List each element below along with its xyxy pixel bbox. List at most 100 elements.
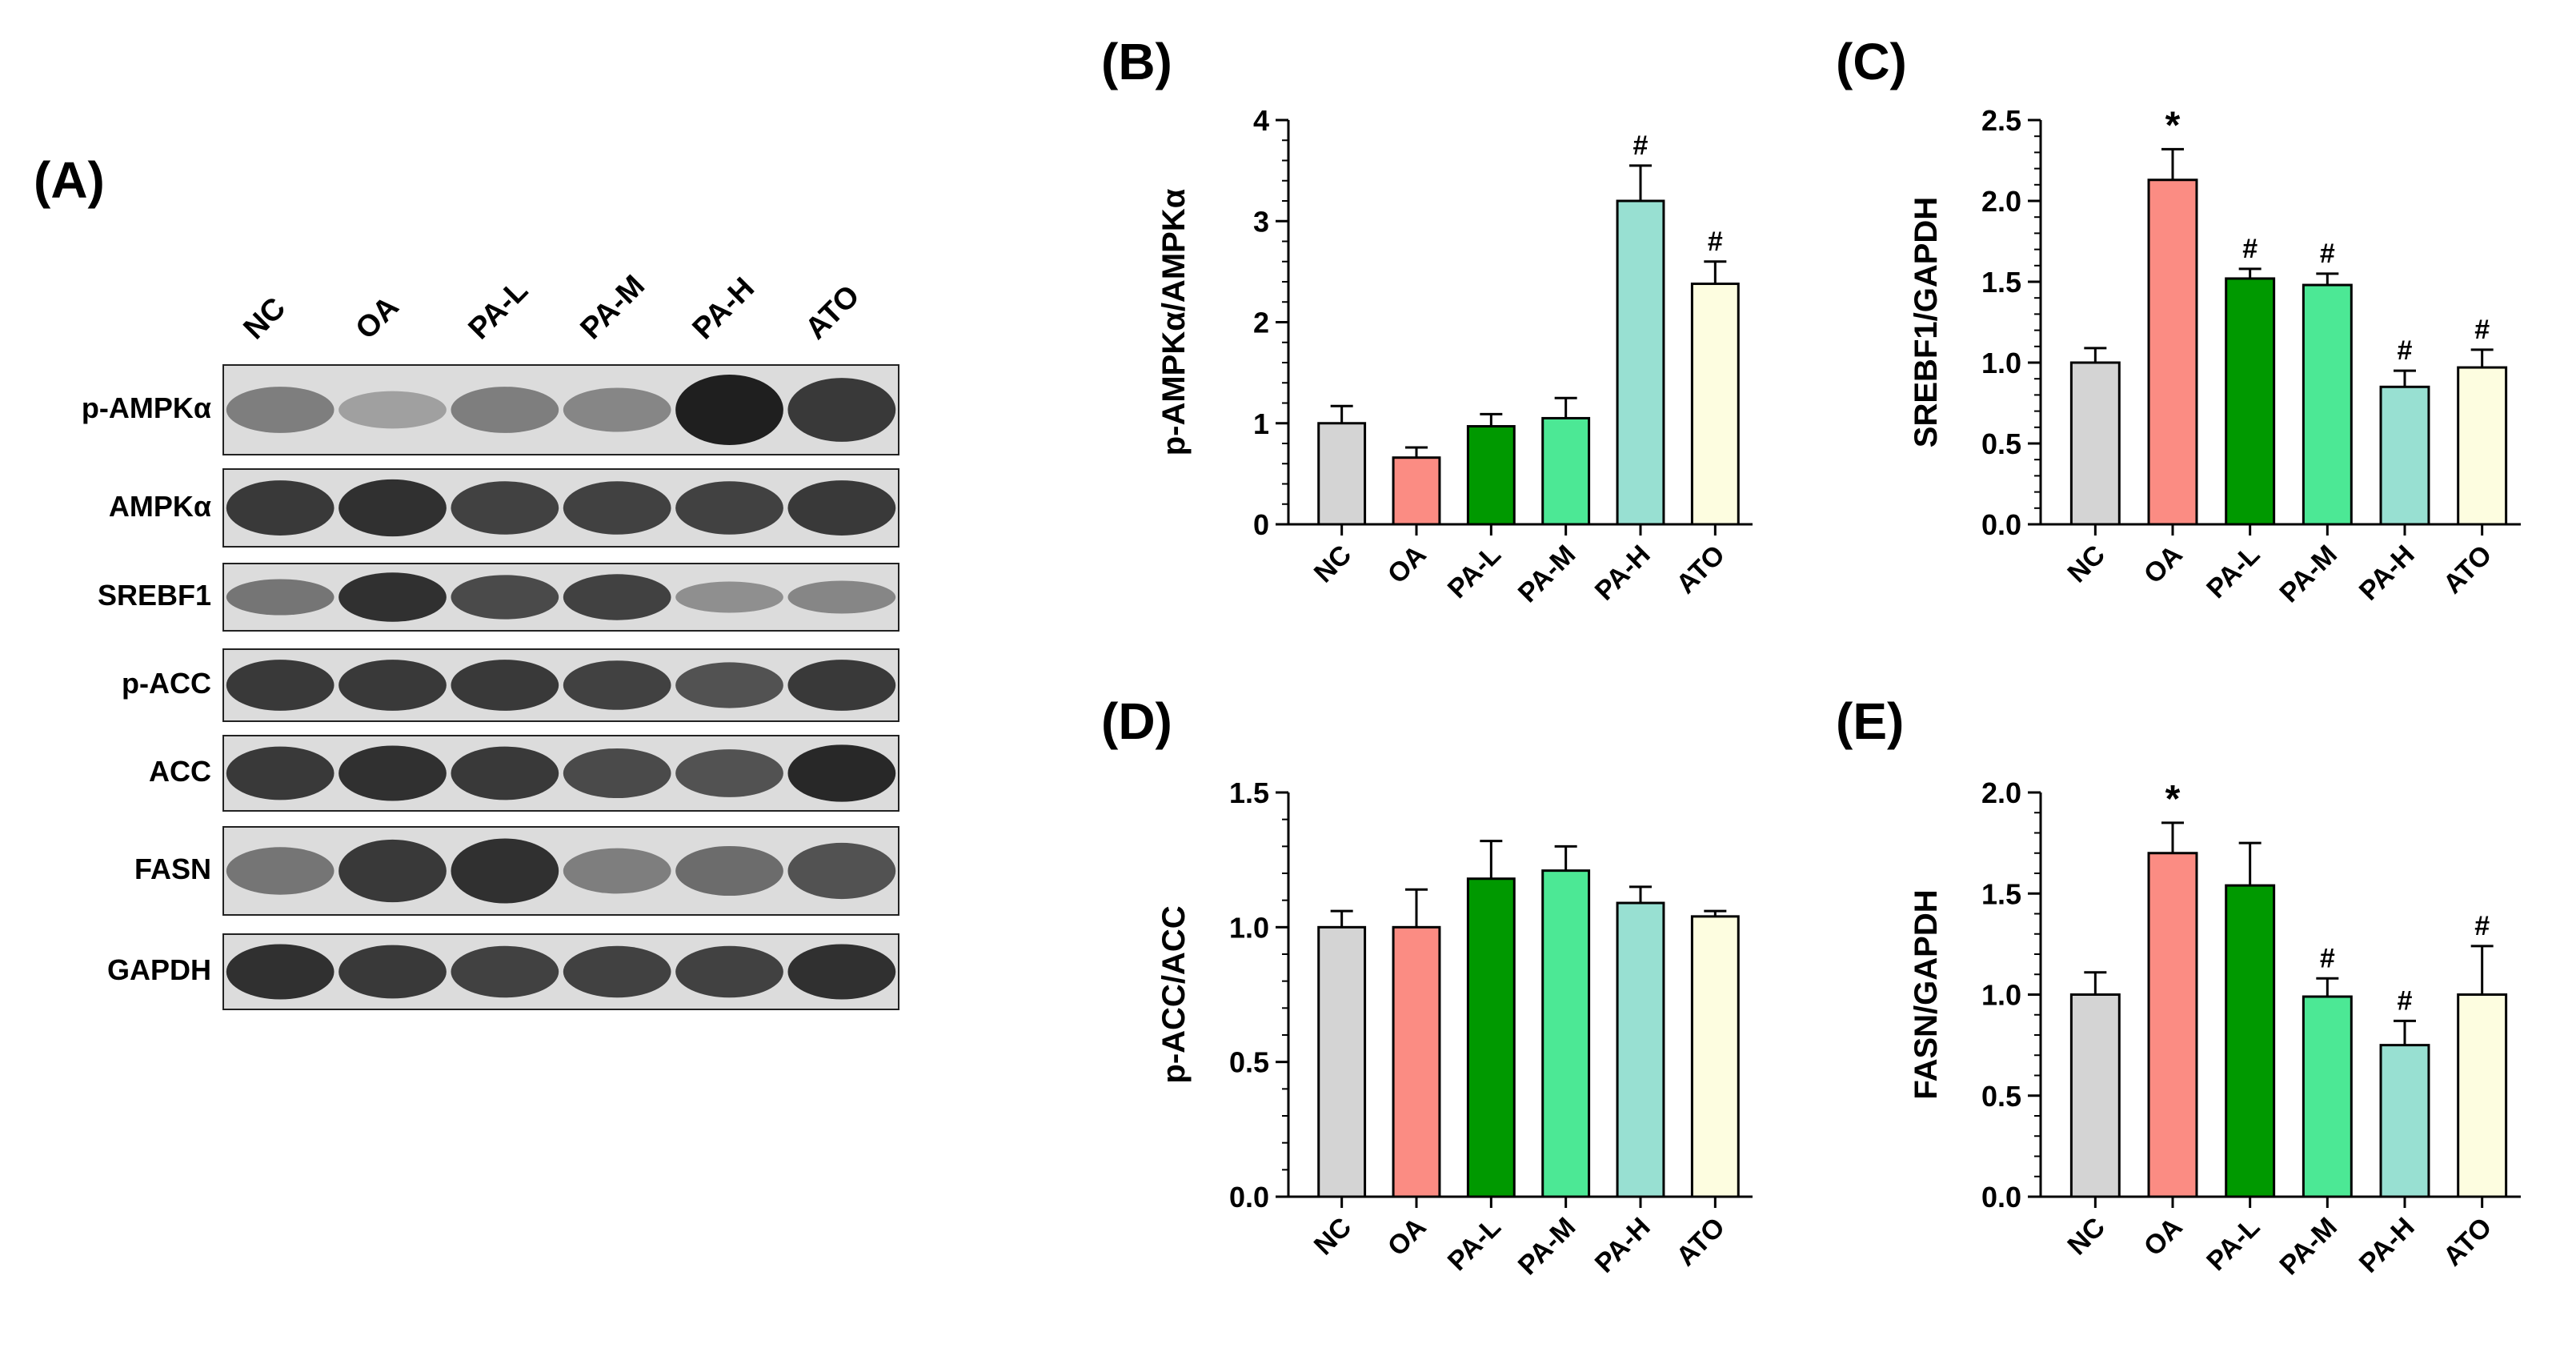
panel-label-d: (D) — [1101, 692, 1172, 750]
blot-row-label: ACC — [149, 755, 211, 788]
panel-label-e: (E) — [1836, 692, 1905, 750]
chart-p-acc-ratio: p-ACC/ACC 0.0 0.5 1.0 1.5 NC OA PA-L PA-M PA-H ATO — [1156, 776, 1753, 1282]
blot-strip — [222, 563, 899, 632]
chart-srebf1-gapdh: SREBF1/GAPDH 0.0 0.5 1.0 1.5 2.0 2.5 NC OA * PA-L #… — [1909, 104, 2521, 608]
blot-row-label: SREBF1 — [97, 579, 211, 612]
blot-strip — [222, 826, 899, 916]
blot-band — [226, 944, 335, 1000]
blot-band — [787, 660, 896, 711]
blot-lane-label: NC — [237, 291, 293, 347]
y-tick-label: 0 — [1253, 508, 1269, 541]
bar-oa — [1392, 925, 1441, 1198]
blot-band — [339, 479, 447, 537]
x-tick-label: NC — [1308, 1212, 1358, 1262]
panel-label-a: (A) — [34, 151, 105, 209]
y-axis-label: SREBF1/GAPDH — [1909, 197, 1944, 447]
blot-band — [339, 745, 447, 801]
bar-ato — [1690, 915, 1740, 1198]
y-axis-label: FASN/GAPDH — [1909, 889, 1944, 1099]
bar-pa-l — [1466, 877, 1516, 1198]
x-tick-label: PA-H — [2354, 540, 2421, 607]
blot-lane-label: PA-L — [462, 273, 535, 347]
blot-strip — [222, 933, 899, 1010]
bar-oa — [1392, 456, 1441, 526]
blot-band — [563, 387, 671, 432]
x-tick-label: PA-L — [1442, 540, 1507, 604]
blot-band — [787, 744, 896, 802]
significance-marker: * — [2165, 104, 2181, 146]
bar-pa-l — [2225, 884, 2276, 1198]
bar-ato — [2457, 366, 2508, 526]
y-tick-label: 0.5 — [1981, 427, 2021, 460]
bar-nc — [2069, 993, 2121, 1198]
blot-band — [451, 575, 559, 620]
blot-band — [563, 660, 671, 710]
blot-band — [339, 660, 447, 711]
bar-oa — [2147, 852, 2198, 1198]
blot-band — [675, 845, 783, 897]
blot-row-label: AMPKα — [108, 489, 211, 523]
blot-lane-label: PA-H — [687, 271, 762, 347]
blot-band — [451, 660, 559, 711]
blot-band — [451, 387, 559, 433]
blot-band — [339, 391, 447, 429]
significance-marker: # — [2398, 335, 2413, 366]
blot-strip — [222, 735, 899, 812]
x-tick-label: ATO — [1671, 540, 1731, 600]
significance-marker: # — [2320, 943, 2335, 973]
blot-band — [226, 847, 335, 895]
blot-band — [563, 848, 671, 894]
bar-pa-m — [1541, 869, 1591, 1198]
bar-ato — [1690, 283, 1740, 526]
x-tick-label: PA-M — [1512, 1212, 1582, 1282]
x-tick-label: NC — [2061, 1212, 2111, 1262]
y-tick-label: 1.0 — [1981, 979, 2021, 1012]
blot-band — [787, 944, 896, 1000]
x-tick-label: OA — [2138, 540, 2189, 590]
blot-band — [787, 842, 896, 900]
blot-band — [563, 574, 671, 620]
x-tick-label: PA-L — [2201, 1212, 2266, 1277]
x-tick-label: PA-L — [2201, 540, 2266, 604]
y-tick-label: 0.0 — [1981, 508, 2021, 541]
x-tick-label: ATO — [2438, 1212, 2498, 1272]
chart-p-ampk-ratio: p-AMPKα/AMPKα 0 1 2 3 4 NC OA PA-L PA-M PA-H # ATO # — [1156, 104, 1753, 608]
blot-band — [675, 662, 783, 708]
blot-band — [339, 572, 447, 622]
blot-lane-label: OA — [350, 290, 407, 347]
y-axis-label: p-AMPKα/AMPKα — [1156, 188, 1192, 455]
blot-band — [563, 481, 671, 535]
blot-band — [675, 375, 783, 445]
significance-marker: # — [1633, 130, 1649, 161]
x-tick-label: OA — [2138, 1212, 2189, 1262]
blot-strip — [222, 648, 899, 722]
blot-strip — [222, 364, 899, 455]
y-tick-label: 2.5 — [1981, 104, 2021, 137]
blot-band — [339, 945, 447, 999]
bar-pa-h — [2379, 1044, 2430, 1198]
y-tick-label: 1.5 — [1229, 776, 1269, 809]
blot-row-label: p-ACC — [122, 667, 211, 700]
x-tick-label: OA — [1382, 540, 1432, 590]
significance-marker: # — [1708, 227, 1723, 257]
y-tick-label: 1 — [1253, 407, 1269, 440]
x-tick-label: PA-M — [2274, 1212, 2343, 1282]
blot-lane-label: ATO — [799, 279, 867, 347]
x-tick-label: ATO — [1671, 1212, 1731, 1272]
y-tick-label: 2 — [1253, 307, 1269, 339]
bar-nc — [1317, 925, 1367, 1198]
blot-band — [226, 660, 335, 711]
blot-band — [451, 945, 559, 998]
bar-nc — [2069, 361, 2121, 526]
blot-band — [451, 481, 559, 535]
panel-label-b: (B) — [1101, 33, 1172, 90]
x-tick-label: ATO — [2438, 540, 2498, 600]
y-tick-label: 2.0 — [1981, 776, 2021, 809]
significance-marker: # — [2474, 315, 2490, 345]
x-tick-label: PA-H — [1589, 540, 1657, 607]
significance-marker: # — [2398, 985, 2413, 1016]
bar-nc — [1317, 422, 1367, 526]
chart-fasn-gapdh: FASN/GAPDH 0.0 0.5 1.0 1.5 2.0 NC OA * PA-L PA-M # P… — [1909, 776, 2521, 1282]
blot-band — [675, 581, 783, 613]
y-tick-label: 2.0 — [1981, 185, 2021, 218]
